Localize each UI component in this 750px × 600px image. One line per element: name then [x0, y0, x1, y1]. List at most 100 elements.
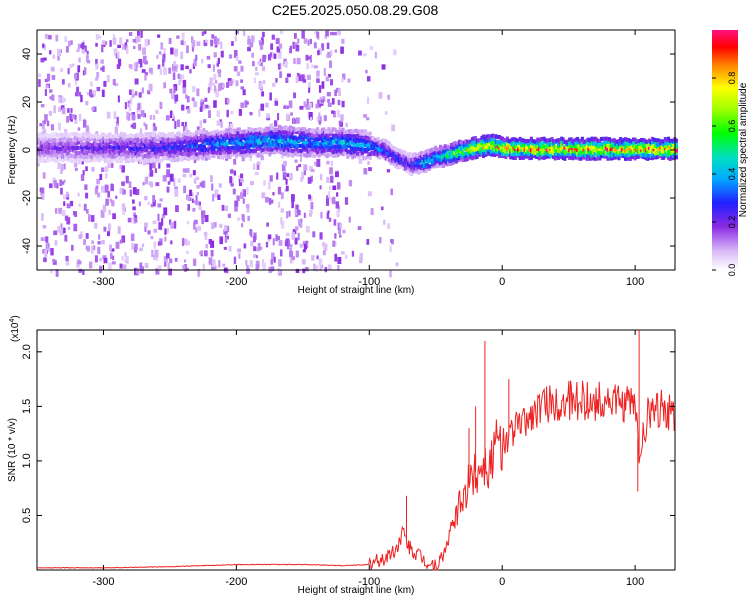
spectrogram-signal-cell — [654, 148, 658, 153]
spectrogram-signal-cell — [43, 158, 47, 163]
spectrogram-signal-cell — [158, 152, 162, 157]
spectrogram-signal-cell — [502, 147, 506, 152]
spectrogram-noise-cell — [380, 206, 384, 211]
spectrogram-signal-cell — [54, 159, 58, 164]
colorbar-tick-label: 0.0 — [727, 264, 737, 277]
spectrogram-signal-cell — [64, 145, 68, 150]
spectrogram-signal-cell — [206, 141, 210, 146]
spectrogram-signal-cell — [40, 144, 44, 149]
spectrogram-signal-cell — [317, 142, 321, 147]
spectrogram-signal-cell — [92, 146, 96, 151]
spectrogram-noise-cell — [294, 208, 297, 216]
spectrogram-signal-cell — [501, 153, 505, 158]
spectrogram-signal-cell — [314, 128, 318, 133]
spectrogram-signal-cell — [222, 140, 226, 145]
spectrogram-signal-cell — [488, 151, 492, 156]
spectrogram-signal-cell — [542, 151, 546, 156]
spectrogram-signal-cell — [584, 139, 588, 144]
spectrogram-signal-cell — [107, 148, 111, 153]
spectrogram-signal-cell — [167, 154, 171, 159]
spectrogram-signal-cell — [529, 136, 533, 141]
spectrogram-signal-cell — [59, 141, 63, 146]
spectrogram-signal-cell — [352, 150, 356, 155]
spectrogram-signal-cell — [505, 147, 509, 152]
spectrogram-signal-cell — [422, 168, 426, 173]
spectrogram-noise-cell — [138, 201, 141, 207]
spectrogram-noise-cell — [48, 110, 53, 116]
spectrogram-signal-cell — [446, 144, 450, 149]
spectrogram-signal-cell — [241, 153, 245, 158]
spectrogram-signal-cell — [344, 144, 348, 149]
spectrogram-noise-cell — [289, 172, 293, 181]
spectrogram-noise-cell — [44, 249, 48, 258]
spectrogram-signal-cell — [296, 130, 300, 135]
spectrogram-signal-cell — [178, 144, 182, 149]
spectrogram-noise-cell — [183, 238, 188, 245]
spectrogram-signal-cell — [220, 155, 224, 160]
spectrogram-noise-cell — [81, 42, 85, 50]
spectrogram-signal-cell — [252, 149, 256, 154]
colorbar-tick-label: 0.4 — [727, 168, 737, 181]
spectrogram-signal-cell — [483, 145, 487, 150]
spectrogram-signal-cell — [115, 134, 119, 139]
spectrogram-signal-cell — [182, 156, 186, 161]
spectrogram-noise-cell — [117, 58, 122, 67]
spectrogram-signal-cell — [643, 145, 647, 150]
spectrogram-signal-cell — [155, 142, 159, 147]
spectrogram-signal-cell — [276, 142, 280, 147]
spectrogram-noise-cell — [387, 94, 390, 100]
spectrogram-signal-cell — [585, 138, 589, 143]
spectrogram-noise-cell — [303, 243, 307, 250]
spectrogram-noise-cell — [41, 130, 46, 137]
spectrogram-signal-cell — [643, 138, 647, 143]
spectrogram-signal-cell — [70, 145, 74, 150]
spectrogram-signal-cell — [170, 137, 174, 142]
spectrogram-signal-cell — [437, 150, 441, 155]
spectrogram-signal-cell — [561, 144, 565, 149]
spectrogram-noise-cell — [262, 31, 265, 38]
spectrogram-signal-cell — [424, 152, 428, 157]
spectrogram-signal-cell — [584, 153, 588, 158]
spectrogram-signal-cell — [209, 146, 213, 151]
spectrogram-signal-cell — [643, 142, 647, 147]
spectrogram-signal-cell — [411, 157, 415, 162]
spectrogram-signal-cell — [94, 151, 98, 156]
spectrogram-noise-cell — [134, 217, 138, 223]
spectrogram-signal-cell — [118, 134, 122, 139]
spectrogram-signal-cell — [86, 158, 90, 163]
spectrogram-signal-cell — [360, 129, 364, 134]
spectrogram-noise-cell — [115, 241, 120, 249]
spectrogram-signal-cell — [601, 145, 605, 150]
spectrogram-signal-cell — [517, 138, 521, 143]
spectrogram-noise-cell — [288, 100, 293, 109]
spectrogram-signal-cell — [662, 144, 666, 149]
spectrogram-noise-cell — [334, 241, 337, 246]
spectrogram-signal-cell — [627, 137, 631, 142]
snr-multiplier-close: ) — [10, 315, 21, 318]
spectrogram-noise-cell — [223, 246, 227, 250]
spectrogram-signal-cell — [327, 133, 331, 138]
spectrogram-signal-cell — [236, 148, 240, 153]
spectrogram-noise-cell — [196, 184, 200, 189]
spectrogram-noise-cell — [303, 101, 307, 108]
spectrogram-noise-cell — [201, 180, 206, 188]
spectrogram-signal-cell — [210, 146, 214, 151]
spectrogram-signal-cell — [145, 145, 149, 150]
spectrogram-signal-cell — [429, 148, 433, 153]
spectrogram-signal-cell — [402, 162, 406, 167]
spectrogram-signal-cell — [159, 140, 163, 145]
spectrogram-signal-cell — [675, 155, 678, 160]
spectrogram-noise-cell — [157, 213, 160, 222]
spectrogram-signal-cell — [657, 138, 661, 143]
spectrogram-noise-cell — [42, 43, 45, 48]
spectrogram-noise-cell — [286, 173, 291, 177]
spectrogram-signal-cell — [322, 127, 326, 132]
spectrogram-signal-cell — [151, 133, 155, 138]
spectrogram-signal-cell — [78, 137, 82, 142]
spectrogram-signal-cell — [493, 137, 497, 142]
spectrogram-noise-cell — [268, 197, 272, 205]
spectrogram-signal-cell — [131, 137, 135, 142]
spectrogram-signal-cell — [64, 132, 68, 137]
spectrogram-noise-cell — [134, 78, 139, 85]
spectrogram-signal-cell — [183, 139, 187, 144]
